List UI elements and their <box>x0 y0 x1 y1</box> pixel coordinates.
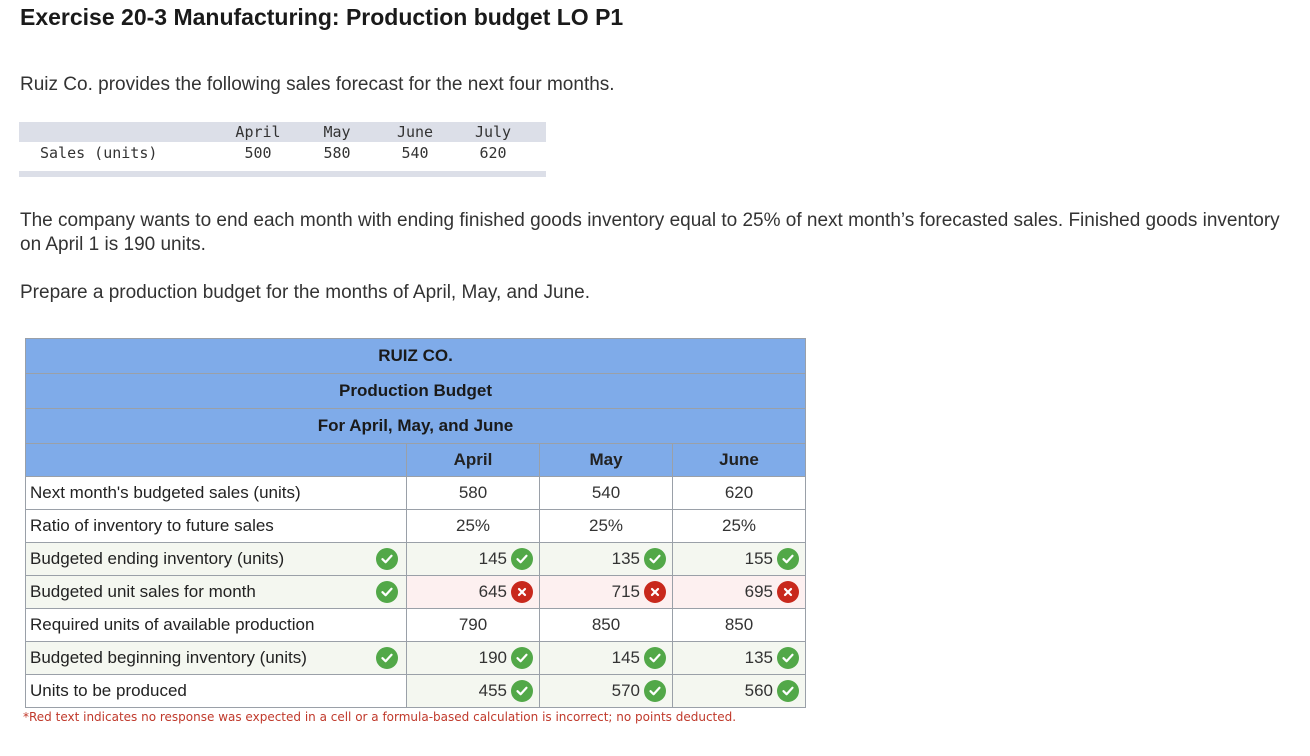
forecast-row-label: Sales (units) <box>40 144 158 162</box>
forecast-month-may: May <box>323 123 351 141</box>
forecast-footer-bar <box>19 171 546 177</box>
cell-input[interactable]: 580 <box>406 476 540 510</box>
check-circle-icon <box>644 647 666 669</box>
cell-computed: 790 <box>406 608 540 642</box>
check-circle-icon <box>644 680 666 702</box>
forecast-value-may: 580 <box>323 144 351 162</box>
cell-value: 135 <box>611 549 640 568</box>
check-circle-icon <box>511 680 533 702</box>
cell-value: 190 <box>478 648 507 667</box>
row-label-next-month-sales: Next month's budgeted sales (units) <box>25 476 407 510</box>
x-circle-icon <box>511 581 533 603</box>
cell-value: 695 <box>744 582 773 601</box>
cell-value: 455 <box>478 681 507 700</box>
check-circle-icon <box>777 680 799 702</box>
x-circle-icon <box>644 581 666 603</box>
row-label-units-produced: Units to be produced <box>25 674 407 708</box>
row-label-required-units: Required units of available production <box>25 608 407 642</box>
check-circle-icon <box>376 548 398 570</box>
check-circle-icon <box>777 548 799 570</box>
cell-value: 645 <box>478 582 507 601</box>
cell-input-with-check[interactable]: 190 <box>406 641 540 675</box>
production-budget-table: RUIZ CO. Production Budget For April, Ma… <box>25 338 806 708</box>
cell-computed: 850 <box>539 608 673 642</box>
cell-input[interactable]: 25% <box>672 509 806 543</box>
budget-row: Ratio of inventory to future sales 25% 2… <box>25 509 806 543</box>
x-circle-icon <box>777 581 799 603</box>
budget-row: Budgeted unit sales for month 645 715 69… <box>25 575 806 609</box>
budget-company-name: RUIZ CO. <box>25 338 806 374</box>
cell-input[interactable]: 25% <box>539 509 673 543</box>
cell-input-with-check[interactable]: 560 <box>672 674 806 708</box>
budget-row: Budgeted beginning inventory (units) 190… <box>25 641 806 675</box>
cell-value: 155 <box>744 549 773 568</box>
cell-input-with-check[interactable]: 145 <box>406 542 540 576</box>
budget-name: Production Budget <box>25 373 806 409</box>
row-label-cell-unit-sales[interactable]: Budgeted unit sales for month <box>25 575 407 609</box>
cell-input-with-check[interactable]: 455 <box>406 674 540 708</box>
cell-input[interactable]: 25% <box>406 509 540 543</box>
cell-value: 145 <box>611 648 640 667</box>
check-circle-icon <box>376 647 398 669</box>
budget-period: For April, May, and June <box>25 408 806 444</box>
cell-input-with-check[interactable]: 145 <box>539 641 673 675</box>
forecast-month-april: April <box>235 123 281 141</box>
cell-input-with-check[interactable]: 155 <box>672 542 806 576</box>
footnote: *Red text indicates no response was expe… <box>23 710 737 724</box>
forecast-month-july: July <box>474 123 512 141</box>
cell-input-with-check[interactable]: 135 <box>539 542 673 576</box>
check-circle-icon <box>644 548 666 570</box>
cell-input[interactable]: 540 <box>539 476 673 510</box>
row-label-ratio: Ratio of inventory to future sales <box>25 509 407 543</box>
cell-value: 570 <box>611 681 640 700</box>
row-label-beginning-inventory: Budgeted beginning inventory (units) <box>30 648 307 667</box>
cell-computed: 850 <box>672 608 806 642</box>
row-label-cell-beginning-inventory[interactable]: Budgeted beginning inventory (units) <box>25 641 407 675</box>
column-header-april: April <box>406 443 540 477</box>
check-circle-icon <box>376 581 398 603</box>
cell-input-with-x[interactable]: 715 <box>539 575 673 609</box>
check-circle-icon <box>511 647 533 669</box>
forecast-value-april: 500 <box>244 144 272 162</box>
forecast-month-june: June <box>396 123 434 141</box>
row-label-unit-sales: Budgeted unit sales for month <box>30 582 256 601</box>
column-header-blank <box>25 443 407 477</box>
check-circle-icon <box>777 647 799 669</box>
forecast-value-july: 620 <box>479 144 507 162</box>
cell-input[interactable]: 620 <box>672 476 806 510</box>
cell-value: 135 <box>744 648 773 667</box>
intro-text: Ruiz Co. provides the following sales fo… <box>20 74 615 95</box>
budget-row: Required units of available production 7… <box>25 608 806 642</box>
task-paragraph: Prepare a production budget for the mont… <box>20 282 590 303</box>
exercise-title: Exercise 20-3 Manufacturing: Production … <box>20 4 624 30</box>
cell-input-with-x[interactable]: 645 <box>406 575 540 609</box>
column-header-june: June <box>672 443 806 477</box>
row-label-ending-inventory: Budgeted ending inventory (units) <box>30 549 285 568</box>
forecast-header-bar <box>19 122 546 142</box>
budget-row: Units to be produced 455 570 560 <box>25 674 806 708</box>
cell-value: 560 <box>744 681 773 700</box>
row-label-cell-ending-inventory[interactable]: Budgeted ending inventory (units) <box>25 542 407 576</box>
check-circle-icon <box>511 548 533 570</box>
budget-row: Budgeted ending inventory (units) 145 13… <box>25 542 806 576</box>
cell-input-with-check[interactable]: 570 <box>539 674 673 708</box>
sales-forecast-table: April May June July Sales (units) 500 58… <box>19 122 546 178</box>
cell-value: 145 <box>478 549 507 568</box>
column-header-may: May <box>539 443 673 477</box>
forecast-value-june: 540 <box>401 144 429 162</box>
cell-input-with-check[interactable]: 135 <box>672 641 806 675</box>
budget-row: Next month's budgeted sales (units) 580 … <box>25 476 806 510</box>
cell-input-with-x[interactable]: 695 <box>672 575 806 609</box>
instructions-paragraph: The company wants to end each month with… <box>20 210 1280 255</box>
cell-value: 715 <box>611 582 640 601</box>
